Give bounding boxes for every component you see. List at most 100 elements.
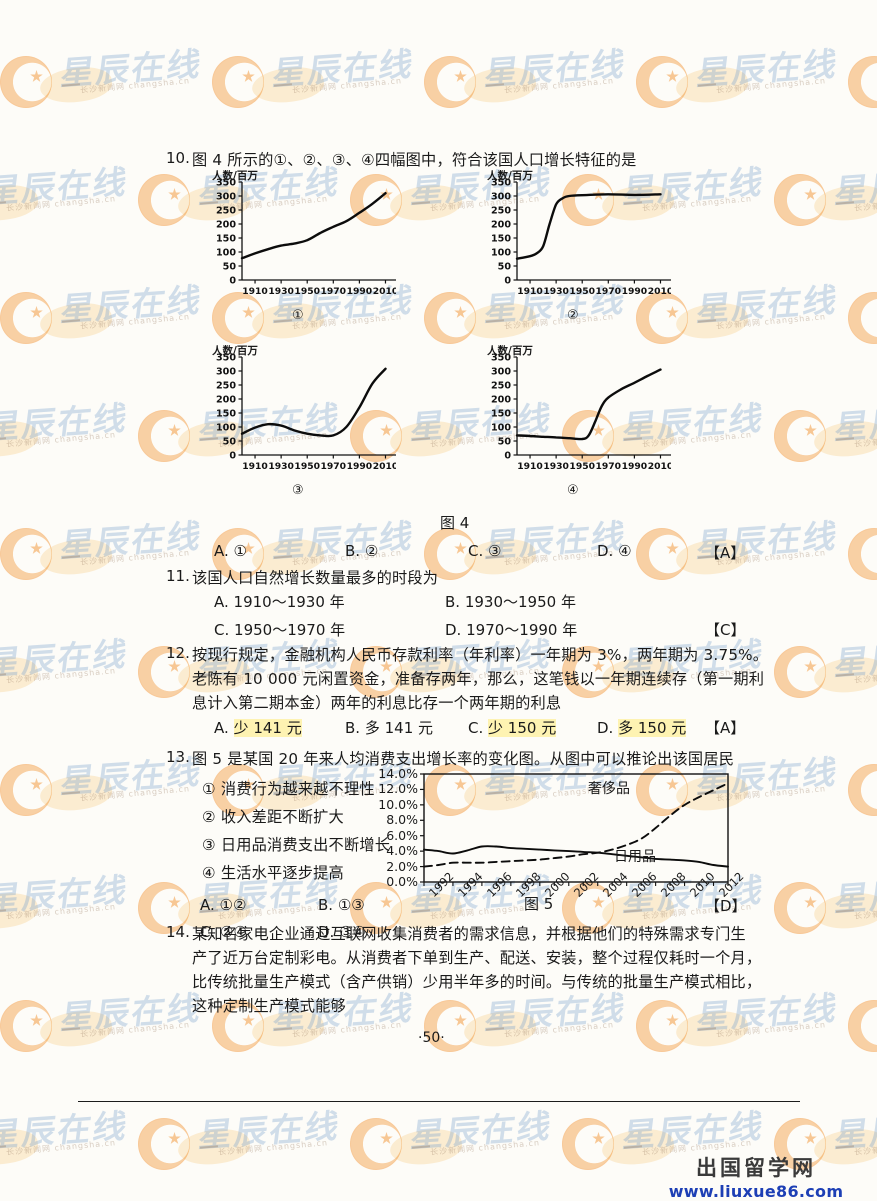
svg-text:1950: 1950 xyxy=(569,286,595,297)
watermark-dash xyxy=(835,909,855,913)
watermark-tile: 星辰在线长沙新闻网 changsha.cn xyxy=(0,1096,138,1174)
svg-text:50: 50 xyxy=(498,261,512,272)
q12-option-d[interactable]: D. 多 150 元 xyxy=(597,717,687,738)
svg-text:300: 300 xyxy=(491,191,511,202)
q10-answer: 【A】 xyxy=(705,544,746,562)
q13-option-a-label: A. xyxy=(200,896,215,914)
q13-option-b-label: B. xyxy=(318,896,334,914)
watermark-text: 星辰在线 xyxy=(620,1106,767,1155)
chart-ylabel: 人数/百万 xyxy=(212,345,258,357)
q11-option-d-text: 1970～1990 年 xyxy=(466,621,578,639)
svg-text:1930: 1930 xyxy=(543,286,569,297)
watermark-subtext: 长沙新闻网 changsha.cn xyxy=(5,902,117,921)
watermark-logo-icon xyxy=(636,528,688,580)
svg-text:300: 300 xyxy=(216,366,236,377)
q10-option-a[interactable]: A. ① xyxy=(214,542,247,560)
watermark-dash xyxy=(0,909,7,913)
svg-text:150: 150 xyxy=(216,408,236,419)
q12-option-a[interactable]: A. 少 141 元 xyxy=(214,717,302,738)
chart-5-y-tick: 8.0% xyxy=(386,812,418,828)
q10-option-c[interactable]: C. ③ xyxy=(468,542,501,560)
site-url: www.liuxue86.com xyxy=(668,1182,844,1201)
q12-line-1: 按现行规定，金融机构人民币存款利率（年利率）一年期为 3%，两年期为 3.75%… xyxy=(192,646,769,664)
watermark-blob xyxy=(461,63,539,107)
q11-option-a-label: A. xyxy=(214,593,229,611)
q13-option-a[interactable]: A. ①② xyxy=(200,896,246,914)
svg-text:1990: 1990 xyxy=(622,286,648,297)
population-chart-1: 人数/百万 0 50 100 150 200 250 300 350 1910 1930 1950 1… xyxy=(196,168,407,323)
svg-text:300: 300 xyxy=(216,191,236,202)
svg-text:200: 200 xyxy=(491,394,511,405)
q13-option-b-text: ①③ xyxy=(337,896,365,914)
site-name: 出国留学网 xyxy=(696,1156,816,1180)
q13-statement-3: ③ 日用品消费支出不断增长 xyxy=(202,836,391,854)
watermark-text: 星辰在线 xyxy=(832,870,877,919)
q11-option-a[interactable]: A. 1910～1930 年 xyxy=(214,591,345,612)
population-chart-4: 人数/百万 0 50 100 150 200 250 300 350 1910 1930 1950 1… xyxy=(471,343,682,498)
watermark-text: 星辰在线 xyxy=(0,634,131,683)
q11-option-d-label: D. xyxy=(445,621,462,639)
chart-5-y-tick: 2.0% xyxy=(386,858,418,874)
q10-option-d-label: D. xyxy=(597,542,614,560)
watermark-logo-icon xyxy=(0,528,52,580)
q10-option-d[interactable]: D. ④ xyxy=(597,542,632,560)
watermark-tile: 星辰在线长沙新闻网 changsha.cn xyxy=(0,34,212,112)
q10-option-b[interactable]: B. ② xyxy=(345,542,378,560)
watermark-dash xyxy=(273,555,293,559)
chart-2-caption: ② xyxy=(567,308,579,323)
chart-4-caption: ④ xyxy=(567,483,579,498)
watermark-logo-icon xyxy=(424,292,476,344)
watermark-dash xyxy=(623,1145,643,1149)
watermark-dash xyxy=(61,791,81,795)
watermark-tile: 星辰在线长沙新闻网 changsha.cn xyxy=(636,34,848,112)
watermark-blob xyxy=(0,653,41,697)
svg-text:2010: 2010 xyxy=(648,461,671,472)
watermark-blob xyxy=(673,63,751,107)
svg-text:250: 250 xyxy=(216,205,236,216)
watermark-tile: 星辰在线长沙新闻网 changsha.cn xyxy=(138,1096,350,1174)
q12-option-a-label: A. xyxy=(214,719,229,737)
watermark-dash xyxy=(61,83,81,87)
watermark-subtext: 长沙新闻网 changsha.cn xyxy=(853,194,877,213)
watermark-text: 星辰在线 xyxy=(482,44,629,93)
watermark-subtext: 长沙新闻网 changsha.cn xyxy=(853,666,877,685)
q13-option-c[interactable]: C. ②④ xyxy=(200,923,247,941)
q13-option-d[interactable]: D. ③④ xyxy=(318,923,366,941)
watermark-dash xyxy=(835,1145,855,1149)
watermark-blob xyxy=(37,299,115,343)
watermark-blob xyxy=(249,63,327,107)
q11-option-b[interactable]: B. 1930～1950 年 xyxy=(445,591,576,612)
chart-ylabel: 人数/百万 xyxy=(487,170,533,182)
q12-option-c[interactable]: C. 少 150 元 xyxy=(468,717,557,738)
svg-text:0: 0 xyxy=(504,275,511,286)
svg-text:0: 0 xyxy=(229,275,236,286)
watermark-dash xyxy=(411,437,431,441)
site-branding: 出国留学网 www.liuxue86.com xyxy=(640,1152,872,1201)
q12-option-b[interactable]: B. 多 141 元 xyxy=(345,717,433,738)
watermark-subtext: 长沙新闻网 changsha.cn xyxy=(853,902,877,921)
watermark-text: 星辰在线 xyxy=(0,398,131,447)
q13-option-b[interactable]: B. ①③ xyxy=(318,896,365,914)
q11-option-c[interactable]: C. 1950～1970 年 xyxy=(214,619,345,640)
watermark-dash xyxy=(411,1145,431,1149)
q11-option-d[interactable]: D. 1970～1990 年 xyxy=(445,619,577,640)
q10-option-a-text: ① xyxy=(233,542,247,560)
watermark-tile: 星辰在线长沙新闻网 changsha.cn xyxy=(212,34,424,112)
chart-5-y-tick: 10.0% xyxy=(378,796,418,812)
watermark-logo-icon xyxy=(138,1118,190,1170)
svg-text:2010: 2010 xyxy=(373,461,396,472)
watermark-dash xyxy=(61,1027,81,1031)
chart-5-y-tick: 4.0% xyxy=(386,843,418,859)
watermark-dash xyxy=(273,83,293,87)
watermark-logo-icon xyxy=(212,56,264,108)
q13-answer: 【D】 xyxy=(705,897,747,915)
svg-text:2010: 2010 xyxy=(373,286,396,297)
watermark-text: 星辰在线 xyxy=(832,162,877,211)
q11-option-b-text: 1930～1950 年 xyxy=(464,593,576,611)
chart-ylabel: 人数/百万 xyxy=(212,170,258,182)
watermark-subtext: 长沙新闻网 changsha.cn xyxy=(79,784,191,803)
chart-3-svg: 0 50 100 150 200 250 300 350 1910 1930 1950 1970 199… xyxy=(216,352,407,472)
q13-statement-2: ② 收入差距不断扩大 xyxy=(202,808,344,826)
